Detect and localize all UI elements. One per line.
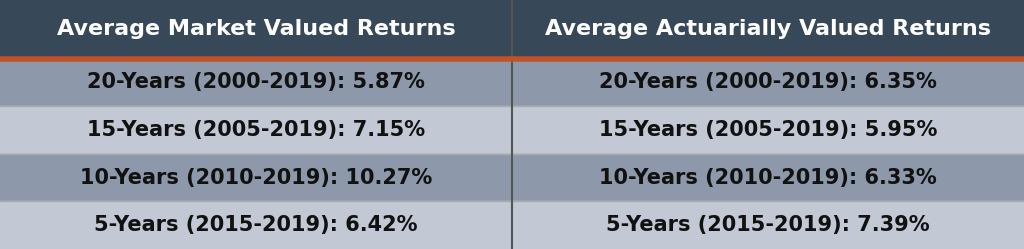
Bar bbox=[0, 201, 512, 249]
Text: 5-Years (2015-2019): 7.39%: 5-Years (2015-2019): 7.39% bbox=[606, 215, 930, 235]
Text: Average Actuarially Valued Returns: Average Actuarially Valued Returns bbox=[545, 19, 991, 39]
Bar bbox=[0, 106, 512, 154]
Text: 10-Years (2010-2019): 10.27%: 10-Years (2010-2019): 10.27% bbox=[80, 168, 432, 187]
Text: 15-Years (2005-2019): 5.95%: 15-Years (2005-2019): 5.95% bbox=[599, 120, 937, 140]
Text: 20-Years (2000-2019): 6.35%: 20-Years (2000-2019): 6.35% bbox=[599, 72, 937, 92]
Text: Average Market Valued Returns: Average Market Valued Returns bbox=[56, 19, 456, 39]
Bar bbox=[512, 106, 1024, 154]
Text: 15-Years (2005-2019): 7.15%: 15-Years (2005-2019): 7.15% bbox=[87, 120, 425, 140]
Bar bbox=[0, 59, 512, 106]
Bar bbox=[512, 201, 1024, 249]
Bar bbox=[512, 0, 1024, 59]
Bar bbox=[512, 154, 1024, 201]
Bar bbox=[0, 0, 512, 59]
Text: 20-Years (2000-2019): 5.87%: 20-Years (2000-2019): 5.87% bbox=[87, 72, 425, 92]
Text: 10-Years (2010-2019): 6.33%: 10-Years (2010-2019): 6.33% bbox=[599, 168, 937, 187]
Text: 5-Years (2015-2019): 6.42%: 5-Years (2015-2019): 6.42% bbox=[94, 215, 418, 235]
Bar bbox=[512, 59, 1024, 106]
Bar bbox=[0, 154, 512, 201]
